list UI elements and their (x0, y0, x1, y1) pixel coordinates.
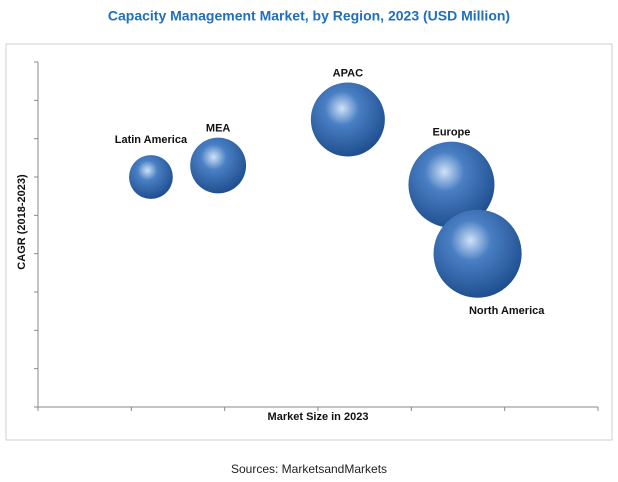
source: Sources: MarketsandMarkets (231, 462, 387, 476)
chart-frame (5, 43, 613, 441)
bubble-label: Latin America (115, 134, 188, 146)
bubble (408, 141, 495, 228)
bubble-label: Europe (433, 127, 471, 139)
bubble (433, 209, 522, 298)
bubble (310, 82, 385, 157)
x-axis-label: Market Size in 2023 (268, 411, 369, 423)
bubble-label: North America (469, 305, 545, 317)
y-axis-label: CAGR (2018-2023) (16, 174, 28, 270)
bubble (190, 137, 247, 194)
chart-title: Capacity Management Market, by Region, 2… (108, 8, 510, 24)
bubble (129, 155, 173, 199)
bubble-label: MEA (206, 122, 231, 134)
bubble-label: APAC (333, 67, 363, 79)
